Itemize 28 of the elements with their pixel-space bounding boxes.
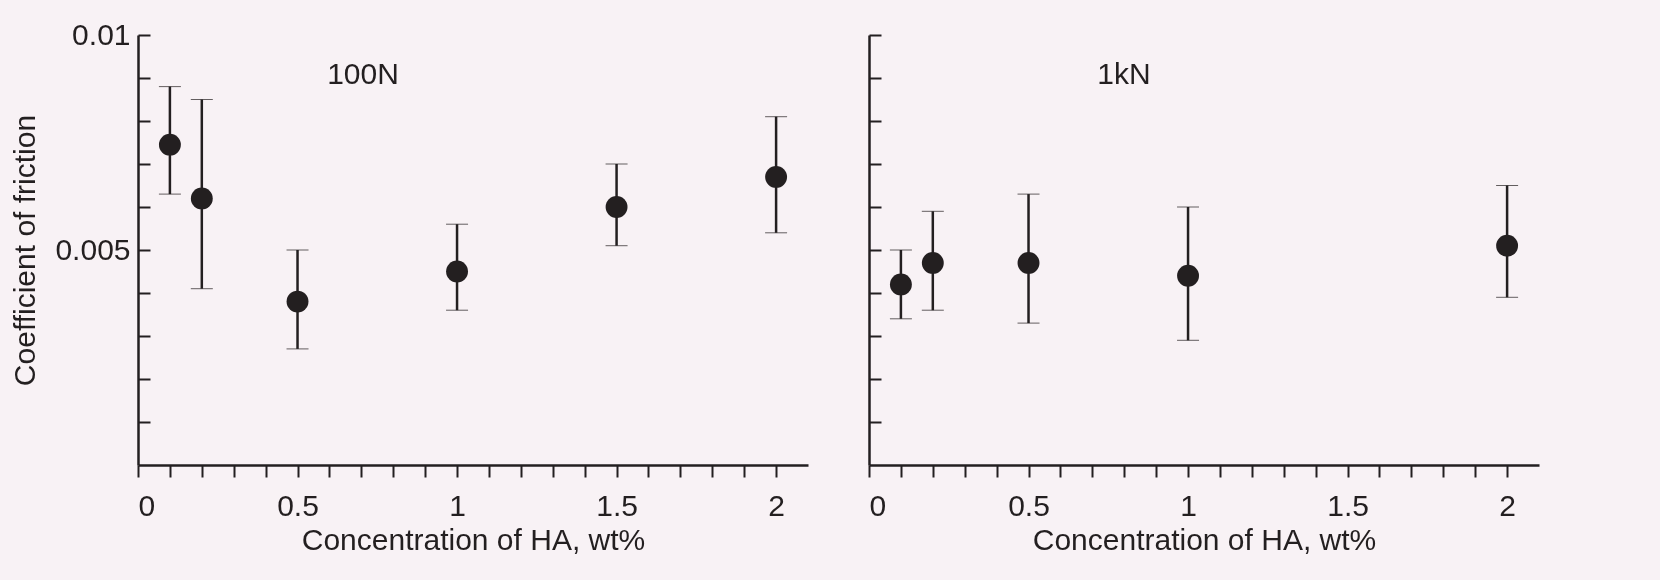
x-tick-label: 0: [869, 488, 887, 522]
point: [889, 273, 912, 296]
point: [1177, 264, 1199, 287]
y-axis-title: Coefficient of friction: [8, 114, 42, 387]
x-tick-label: 0: [138, 488, 156, 522]
x-tick-label: 0.5: [1008, 488, 1050, 522]
y-tick-label: 0.005: [55, 232, 131, 266]
point: [765, 165, 788, 188]
point: [158, 133, 181, 156]
x-tick-label: 0.5: [277, 488, 319, 522]
x-tick-label: 1: [1180, 488, 1197, 522]
x-axis-title: Concentration of HA, wt%: [1032, 522, 1377, 556]
point: [1017, 251, 1040, 274]
x-tick-label: 1.5: [1327, 488, 1369, 522]
point: [1496, 234, 1519, 257]
annotation: 100N: [327, 57, 399, 90]
x-axis-title: Concentration of HA, wt%: [301, 522, 646, 556]
x-tick-label: 2: [768, 488, 785, 522]
point: [446, 260, 468, 283]
point: [921, 251, 944, 274]
y-tick-label: 0.01: [72, 17, 131, 51]
x-tick-label: 2: [1499, 488, 1516, 522]
x-tick-label: 1.5: [596, 488, 638, 522]
x-tick-label: 1: [449, 488, 466, 522]
point: [605, 196, 628, 218]
point: [286, 290, 309, 313]
point: [190, 187, 213, 210]
annotation: 1kN: [1097, 57, 1151, 90]
